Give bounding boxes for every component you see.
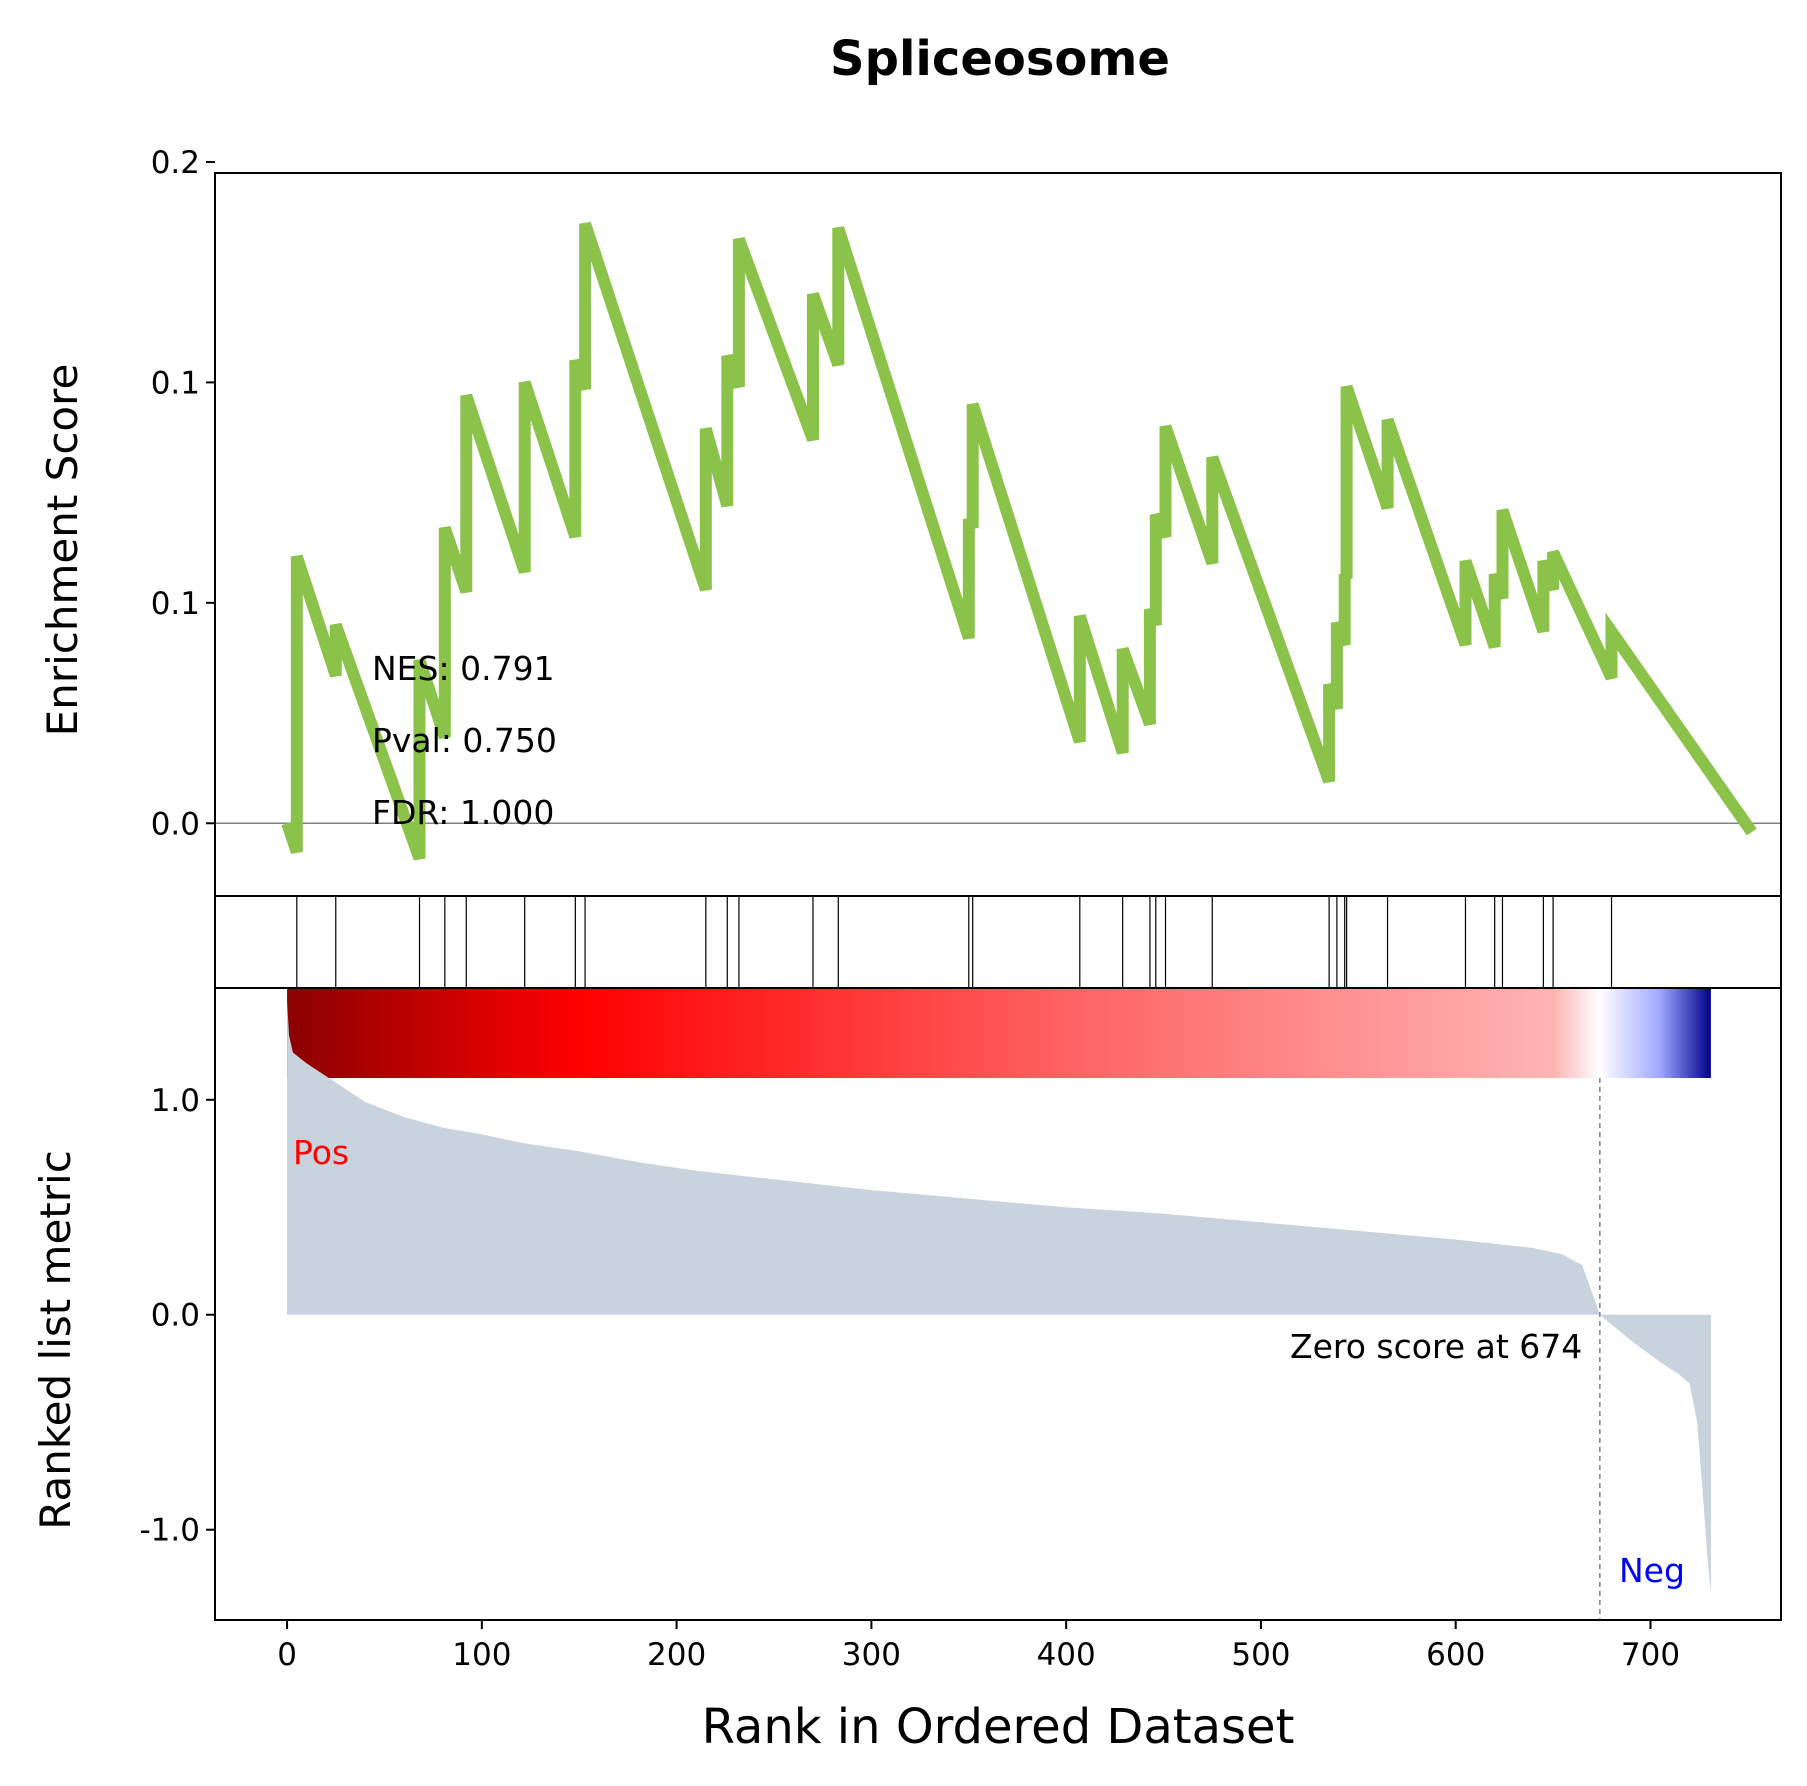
rank-panel-frame (214, 987, 1782, 1621)
zero-score-label: Zero score at 674 (1290, 1327, 1582, 1366)
hits-panel (214, 895, 1782, 989)
nes-stat: NES: 0.791 (372, 649, 555, 688)
rank-y-axis: -1.0 0.0 1.0 (140, 1083, 215, 1549)
x-axis-label: Rank in Ordered Dataset (702, 1699, 1295, 1755)
es-y-axis: 0.0 0.1 0.1 0.2 (151, 145, 215, 842)
x-tick-label: 0 (277, 1637, 297, 1673)
fdr-stat: FDR: 1.000 (372, 793, 554, 832)
es-panel: 0.0 0.1 0.1 0.2 Enrichment Score NES: 0.791… (38, 145, 1782, 897)
x-tick-label: 100 (452, 1637, 511, 1673)
rank-heatmap (287, 988, 1711, 1078)
rank-y-tick-label: 0.0 (151, 1298, 200, 1334)
es-y-tick-label: 0.2 (151, 145, 200, 181)
x-axis: 0 100 200 300 400 500 600 700 (277, 1620, 1680, 1673)
es-ylabel: Enrichment Score (38, 364, 87, 737)
rank-y-tick-label: 1.0 (151, 1083, 200, 1119)
neg-label: Neg (1619, 1551, 1685, 1590)
x-tick-label: 600 (1426, 1637, 1485, 1673)
x-tick-label: 400 (1037, 1637, 1096, 1673)
x-tick-label: 200 (647, 1637, 706, 1673)
running-es-line (281, 221, 1757, 861)
rank-panel: -1.0 0.0 1.0 Pos Neg Zero score at 674 Ran… (31, 987, 1782, 1755)
chart-title: Spliceosome (830, 31, 1170, 87)
hits-panel-frame (214, 895, 1782, 989)
x-tick-label: 300 (842, 1637, 901, 1673)
es-y-tick-label: 0.0 (151, 806, 200, 842)
ranked-metric-area (287, 1000, 1711, 1595)
es-y-tick-label: 0.1 (151, 586, 200, 622)
rank-y-tick-label: -1.0 (140, 1513, 201, 1549)
pval-stat: Pval: 0.750 (372, 721, 557, 760)
x-tick-label: 500 (1231, 1637, 1290, 1673)
pos-label: Pos (293, 1133, 349, 1172)
rank-ylabel: Ranked list metric (31, 1150, 80, 1530)
x-tick-label: 700 (1621, 1637, 1680, 1673)
es-y-tick-label: 0.1 (151, 365, 200, 401)
